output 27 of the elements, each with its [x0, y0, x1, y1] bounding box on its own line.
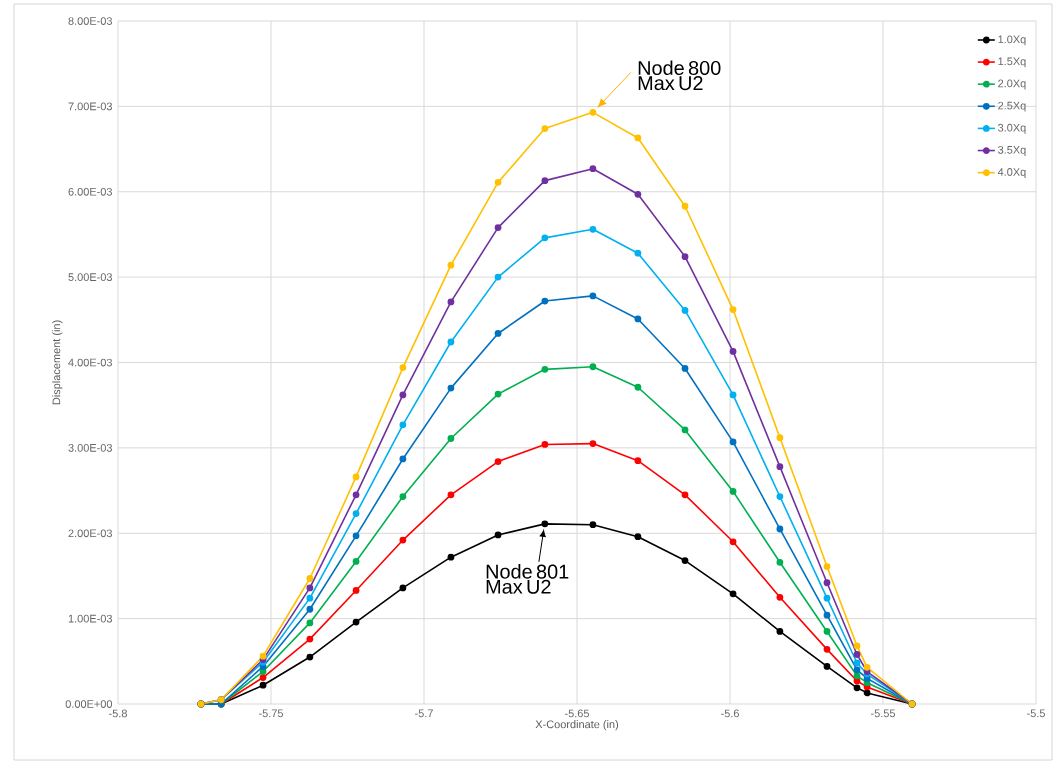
legend-label: 3.0Xq	[998, 123, 1026, 134]
y-tick-label: 7.00E-03	[68, 102, 112, 111]
y-tick-label: 4.00E-03	[68, 358, 112, 367]
y-axis-title: Displacement (in)	[52, 320, 63, 405]
x-tick-label: -5.75	[259, 709, 284, 718]
y-tick-label: 0.00E+00	[65, 700, 113, 708]
y-tick-label: 3.00E-03	[68, 444, 112, 452]
x-tick-label: -5.8	[109, 709, 127, 718]
y-tick-label: 6.00E-03	[68, 187, 112, 196]
annotation: Node 800 Max U2	[638, 60, 721, 91]
legend-label: 1.5Xq	[998, 57, 1026, 68]
legend-label: 3.5Xq	[998, 145, 1026, 156]
y-tick-label: 1.00E-03	[68, 614, 112, 623]
y-tick-label: 5.00E-03	[68, 273, 112, 281]
x-tick-label: -5.6	[721, 709, 739, 718]
y-tick-label: 2.00E-03	[68, 529, 112, 538]
legend-label: 1.0Xq	[998, 35, 1026, 46]
legend-label: 4.0Xq	[997, 168, 1026, 179]
x-axis-title: X-Coordinate (in)	[535, 720, 619, 731]
y-tick-label: 8.00E-03	[68, 17, 112, 25]
annotation: Node 801 Max U2	[486, 564, 569, 594]
x-tick-label: -5.7	[415, 709, 433, 718]
x-tick-label: -5.55	[871, 709, 896, 718]
legend-label: 2.0Xq	[998, 79, 1026, 90]
x-tick-label: -5.65	[565, 709, 590, 718]
legend-label: 2.5Xq	[998, 101, 1026, 112]
x-tick-label: -5.5	[1027, 709, 1045, 718]
